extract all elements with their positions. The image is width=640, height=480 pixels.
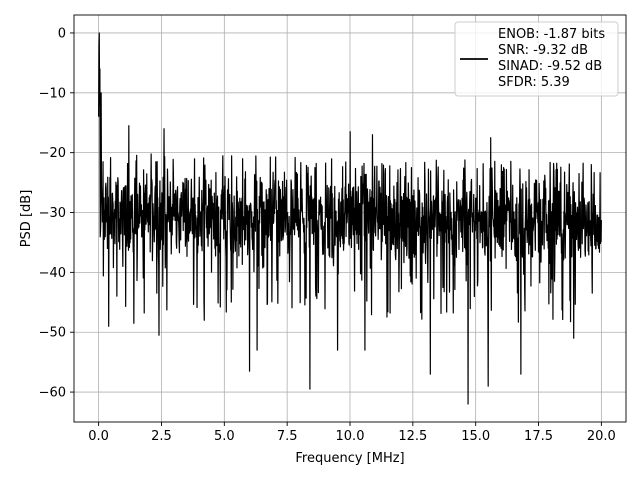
psd-trace — [98, 32, 602, 405]
y-tick-label: −10 — [39, 86, 66, 101]
y-tick-label: 0 — [58, 26, 66, 41]
x-tick-label: 5.0 — [214, 429, 235, 444]
y-tick-label: −30 — [39, 206, 66, 221]
x-tick-label: 17.5 — [524, 429, 553, 444]
x-axis: 0.0 2.5 5.0 7.5 10.0 12.5 15.0 17.5 20.0 — [88, 422, 616, 444]
y-axis: 0 −10 −20 −30 −40 −50 −60 — [39, 26, 74, 401]
y-tick-label: −40 — [39, 266, 66, 281]
plot-area — [98, 32, 602, 405]
x-axis-label: Frequency [MHz] — [295, 451, 404, 466]
y-tick-label: −50 — [39, 326, 66, 341]
legend: ENOB: -1.87 bits SNR: -9.32 dB SINAD: -9… — [454, 21, 619, 97]
x-tick-label: 2.5 — [151, 429, 172, 444]
legend-sinad: SINAD: -9.52 dB — [498, 59, 602, 74]
x-tick-label: 15.0 — [461, 429, 490, 444]
legend-sfdr: SFDR: 5.39 — [498, 75, 570, 90]
x-tick-label: 7.5 — [277, 429, 298, 444]
x-tick-label: 0.0 — [88, 429, 109, 444]
x-tick-label: 20.0 — [587, 429, 616, 444]
legend-snr: SNR: -9.32 dB — [498, 43, 588, 58]
y-axis-label: PSD [dB] — [19, 190, 34, 248]
x-tick-label: 10.0 — [336, 429, 365, 444]
legend-box — [454, 21, 619, 97]
y-tick-label: −60 — [39, 386, 66, 401]
legend-enob: ENOB: -1.87 bits — [498, 27, 605, 42]
y-tick-label: −20 — [39, 146, 66, 161]
x-tick-label: 12.5 — [398, 429, 427, 444]
